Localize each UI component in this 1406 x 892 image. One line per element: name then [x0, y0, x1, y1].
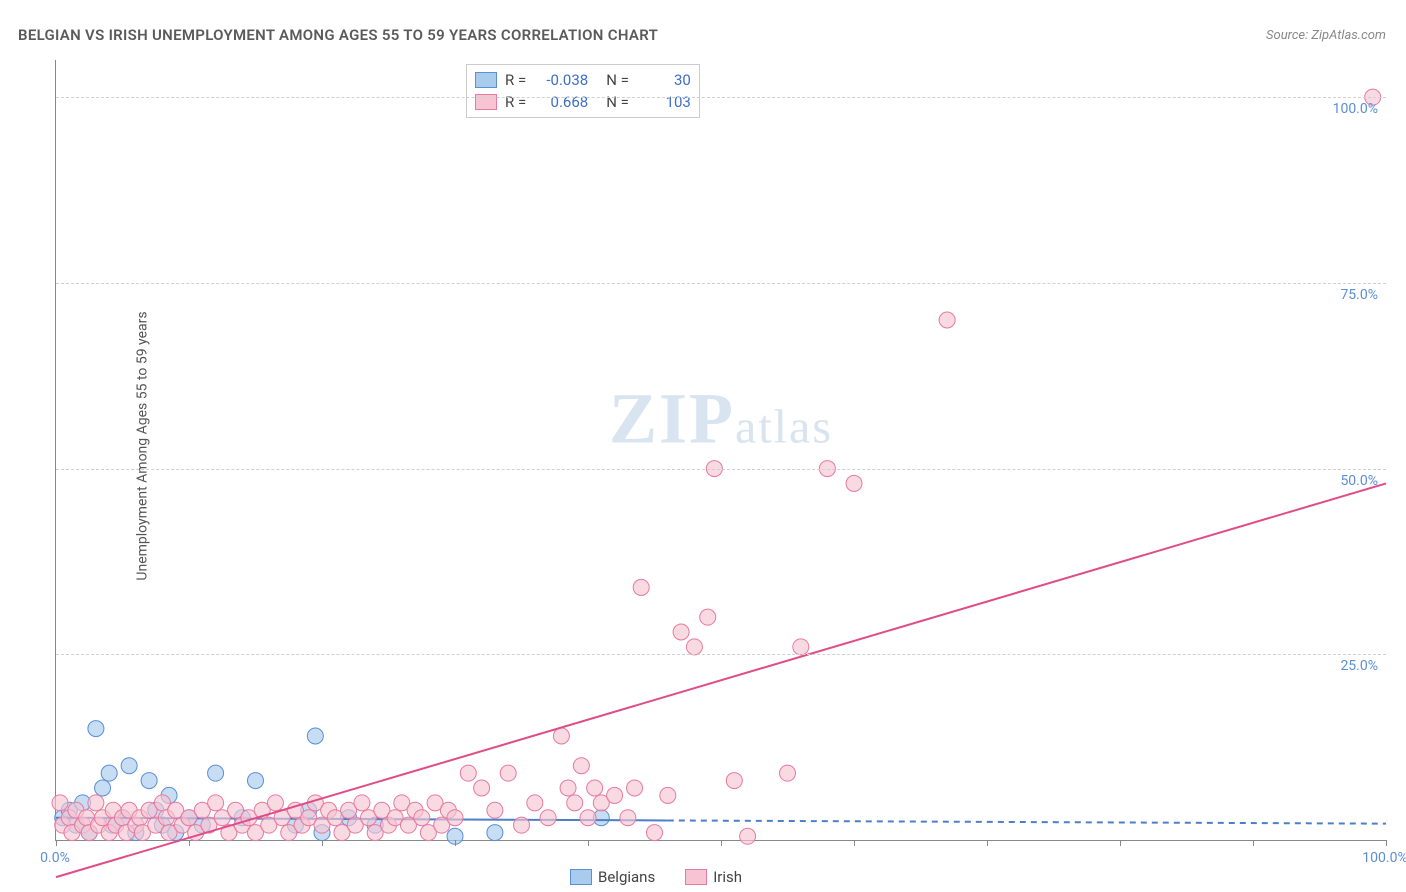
data-point — [700, 609, 716, 625]
data-point — [88, 795, 104, 811]
data-point — [633, 579, 649, 595]
legend-swatch — [685, 869, 707, 885]
y-tick-label: 100.0% — [1333, 101, 1378, 117]
x-tick — [1253, 840, 1254, 846]
data-point — [487, 802, 503, 818]
bottom-legend: Belgians Irish — [570, 868, 742, 886]
data-point — [52, 795, 68, 811]
x-tick-label: 0.0% — [40, 850, 70, 866]
data-point — [414, 810, 430, 826]
data-point — [780, 765, 796, 781]
x-tick — [1386, 840, 1387, 846]
legend-swatch — [570, 869, 592, 885]
x-tick — [588, 840, 589, 846]
trend-line — [56, 483, 1386, 877]
legend-label: Belgians — [598, 868, 655, 886]
stat-r-label: R = — [505, 69, 526, 91]
data-point — [208, 765, 224, 781]
plot-area: ZIPatlas R =-0.038N =30R =0.668N =103 25… — [55, 60, 1386, 841]
data-point — [560, 780, 576, 796]
data-point — [686, 639, 702, 655]
x-tick — [854, 840, 855, 846]
stats-box: R = -0.038 N = 30 R = 0.668 N = 103 — [466, 64, 700, 118]
y-tick-label: 50.0% — [1340, 473, 1378, 489]
data-point — [846, 475, 862, 491]
x-tick — [455, 840, 456, 846]
data-point — [793, 639, 809, 655]
data-point — [627, 780, 643, 796]
data-point — [587, 780, 603, 796]
data-point — [500, 765, 516, 781]
chart-title: BELGIAN VS IRISH UNEMPLOYMENT AMONG AGES… — [18, 26, 658, 44]
gridline — [56, 469, 1386, 470]
stat-r-value: -0.038 — [534, 69, 588, 91]
data-point — [101, 765, 117, 781]
data-point — [460, 765, 476, 781]
stat-n-label: N = — [606, 91, 629, 113]
stat-n-value: 30 — [637, 69, 691, 91]
data-point — [740, 828, 756, 844]
data-point — [354, 795, 370, 811]
trend-line-dashed — [668, 820, 1386, 823]
data-point — [726, 773, 742, 789]
data-point — [567, 795, 583, 811]
data-point — [267, 795, 283, 811]
legend-item: Belgians — [570, 868, 655, 886]
gridline — [56, 97, 1386, 98]
data-point — [553, 728, 569, 744]
y-tick-label: 75.0% — [1340, 287, 1378, 303]
gridline — [56, 654, 1386, 655]
data-point — [647, 825, 663, 841]
data-point — [307, 728, 323, 744]
data-point — [487, 825, 503, 841]
gridline — [56, 283, 1386, 284]
x-tick — [721, 840, 722, 846]
data-point — [208, 795, 224, 811]
stats-row: R = 0.668 N = 103 — [475, 91, 691, 113]
data-point — [447, 810, 463, 826]
data-point — [620, 810, 636, 826]
stat-r-label: R = — [505, 91, 526, 113]
legend-label: Irish — [713, 868, 742, 886]
source-attribution: Source: ZipAtlas.com — [1266, 28, 1386, 43]
data-point — [607, 787, 623, 803]
x-tick — [322, 840, 323, 846]
data-point — [514, 817, 530, 833]
x-tick — [189, 840, 190, 846]
legend-swatch — [475, 72, 497, 88]
stat-n-value: 103 — [637, 91, 691, 113]
stats-row: R = -0.038 N = 30 — [475, 69, 691, 91]
data-point — [474, 780, 490, 796]
y-tick-label: 25.0% — [1340, 658, 1378, 674]
x-tick — [56, 840, 57, 846]
x-tick — [1120, 840, 1121, 846]
data-point — [527, 795, 543, 811]
data-point — [141, 773, 157, 789]
data-point — [95, 780, 111, 796]
data-point — [573, 758, 589, 774]
data-point — [121, 758, 137, 774]
x-tick — [987, 840, 988, 846]
chart-svg — [56, 60, 1386, 840]
x-tick-label: 100.0% — [1362, 850, 1406, 866]
stat-n-label: N = — [606, 69, 629, 91]
data-point — [939, 312, 955, 328]
stat-r-value: 0.668 — [534, 91, 588, 113]
data-point — [580, 810, 596, 826]
data-point — [248, 773, 264, 789]
legend-item: Irish — [685, 868, 742, 886]
data-point — [540, 810, 556, 826]
data-point — [88, 721, 104, 737]
data-point — [673, 624, 689, 640]
data-point — [660, 787, 676, 803]
